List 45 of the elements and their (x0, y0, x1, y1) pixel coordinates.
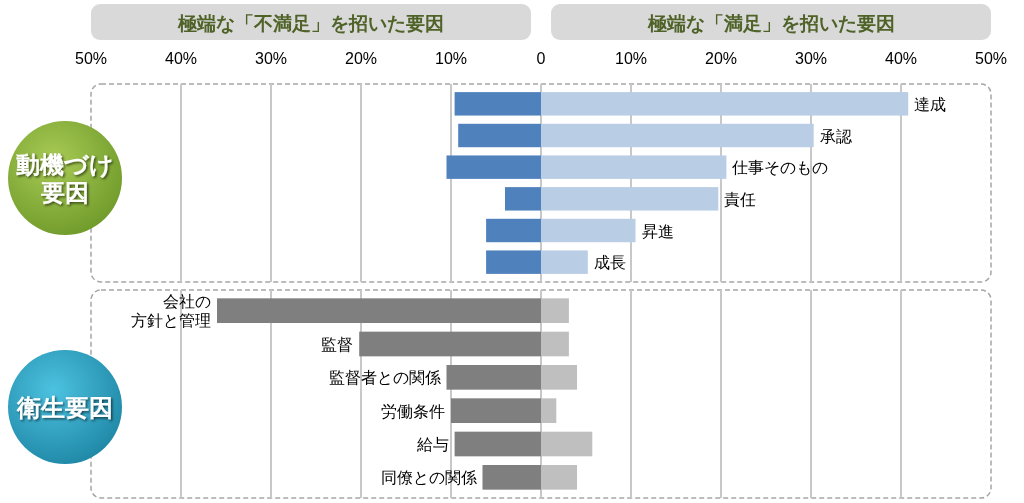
x-tick-label: 50% (74, 50, 108, 67)
x-tick-label: 10% (614, 50, 648, 67)
bar (541, 218, 636, 243)
x-tick-label: 20% (704, 50, 738, 67)
bar (482, 465, 541, 490)
y-tick-label: 達成 (914, 95, 947, 113)
text: 衛生要因 (16, 393, 113, 421)
x-tick-label: 40% (884, 50, 918, 67)
y-tick-label: 同僚との関係 (380, 468, 477, 486)
bar (541, 187, 719, 211)
bar (454, 431, 541, 457)
bar (458, 123, 541, 148)
bar (541, 123, 814, 148)
x-tick-label: 30% (794, 50, 828, 67)
bar (451, 398, 541, 423)
bar (446, 365, 541, 390)
x-tick-label: 30% (254, 50, 288, 67)
bar (541, 250, 588, 274)
y-tick-label: 監督者との関係 (328, 368, 441, 386)
y-tick-label: 昇進 (641, 222, 674, 239)
x-tick-label: 0 (536, 50, 546, 67)
x-tick-label: 40% (164, 50, 198, 67)
x-tick-label: 50% (974, 50, 1008, 67)
bar (217, 298, 541, 323)
y-tick-label: 責任 (724, 190, 757, 208)
text: 極端な「満足」を招いた要因 (646, 12, 895, 34)
bar (486, 250, 541, 274)
bar (541, 92, 909, 116)
x-tick-label: 10% (434, 50, 468, 67)
y-tick-label: 労働条件 (381, 402, 445, 420)
y-tick-label: 給与 (415, 435, 449, 453)
x-tick-label: 20% (344, 50, 378, 67)
y-tick-label: 仕事そのもの (731, 158, 829, 176)
bar (541, 155, 727, 179)
bar (359, 331, 541, 357)
text: 極端な「不満足」を招いた要因 (177, 12, 444, 34)
bar (505, 187, 541, 211)
text: 動機づけ要因 (15, 150, 114, 206)
y-tick-label: 承認 (819, 127, 852, 144)
bar (454, 92, 541, 116)
bar (486, 218, 541, 243)
bar (446, 155, 541, 179)
y-tick-label: 監督 (321, 335, 354, 353)
y-tick-label: 会社の方針と管理 (131, 292, 211, 329)
y-tick-label: 成長 (593, 253, 626, 271)
